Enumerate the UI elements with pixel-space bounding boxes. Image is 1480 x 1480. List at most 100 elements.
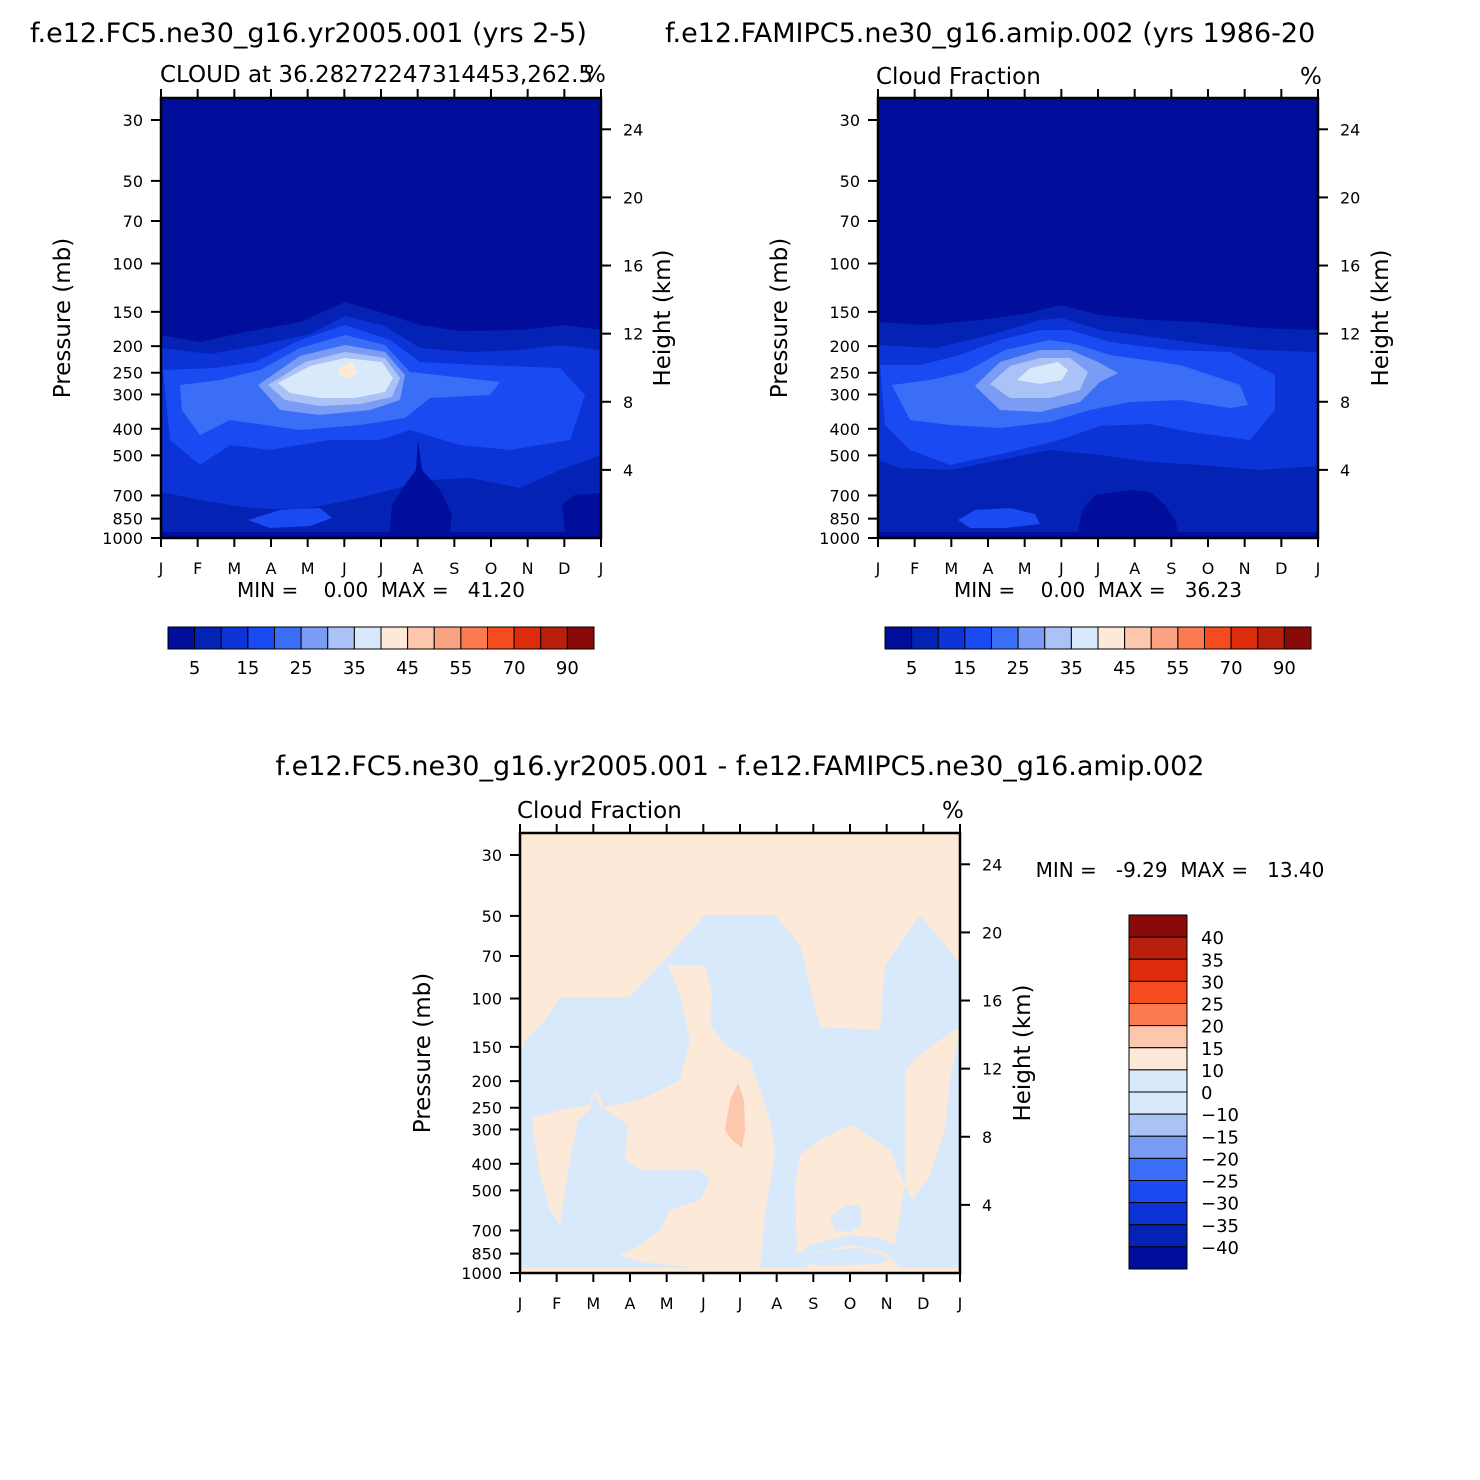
x-tick-label: M xyxy=(227,559,241,578)
y-tick-label: 100 xyxy=(112,255,143,274)
x-tick-label: A xyxy=(1129,559,1140,578)
x-tick-label: J xyxy=(1315,559,1321,578)
panel-1-ylabel: Pressure (mb) xyxy=(50,238,76,398)
x-tick-label: F xyxy=(193,559,202,578)
colorbar-swatch xyxy=(1177,626,1205,650)
colorbar-label: 20 xyxy=(1201,1017,1224,1038)
x-tick-label: A xyxy=(625,1294,636,1313)
contour-band xyxy=(1078,490,1178,532)
panel-2-left-label: Cloud Fraction xyxy=(876,64,1041,90)
colorbar-label: 90 xyxy=(1273,658,1296,679)
x-tick-label: M xyxy=(301,559,315,578)
x-tick-label: O xyxy=(844,1294,857,1313)
colorbar-label: 45 xyxy=(1113,658,1136,679)
colorbar-swatch xyxy=(1128,958,1188,982)
y-tick-label: 700 xyxy=(112,486,143,505)
colorbar-label: 25 xyxy=(1007,658,1030,679)
colorbar-swatch xyxy=(167,626,196,650)
colorbar-swatch xyxy=(1128,1047,1188,1071)
panel-1-title: f.e12.FC5.ne30_g16.yr2005.001 (yrs 2-5) xyxy=(30,18,587,49)
colorbar-label: 25 xyxy=(1201,995,1224,1016)
colorbar-label: 70 xyxy=(503,658,526,679)
panel-1: f.e12.FC5.ne30_g16.yr2005.001 (yrs 2-5) … xyxy=(30,18,676,679)
panel-3-contours xyxy=(520,915,960,1273)
y-tick-label: 500 xyxy=(112,446,143,465)
y2-tick-label: 8 xyxy=(982,1128,992,1147)
colorbar-swatch xyxy=(1128,936,1188,960)
x-tick-label: S xyxy=(808,1294,818,1313)
colorbar-swatch xyxy=(1257,626,1285,650)
colorbar-label: 5 xyxy=(189,658,200,679)
colorbar-swatch xyxy=(1283,626,1312,650)
colorbar-label: −10 xyxy=(1201,1105,1239,1126)
y-tick-label: 100 xyxy=(829,255,860,274)
contour-band xyxy=(1017,362,1068,384)
colorbar-swatch xyxy=(1150,626,1179,650)
colorbar-label: −15 xyxy=(1201,1127,1239,1148)
y2-tick-label: 24 xyxy=(982,855,1002,874)
panel-2-minmax: MIN = 0.00 MAX = 36.23 xyxy=(954,578,1242,602)
colorbar-swatch xyxy=(1128,1069,1188,1093)
colorbar-swatch xyxy=(353,626,382,650)
colorbar-swatch xyxy=(460,626,488,650)
x-tick-label: D xyxy=(1275,559,1287,578)
x-tick-label: N xyxy=(522,559,534,578)
panel-2: f.e12.FAMIPC5.ne30_g16.amip.002 (yrs 198… xyxy=(665,18,1394,679)
x-tick-label: J xyxy=(1095,559,1101,578)
y-tick-label: 200 xyxy=(829,337,860,356)
colorbar-swatch xyxy=(220,626,249,650)
colorbar-swatch xyxy=(380,626,409,650)
x-tick-label: J xyxy=(378,559,384,578)
colorbar-swatch xyxy=(1204,626,1232,650)
colorbar-label: 25 xyxy=(290,658,313,679)
panel-1-units: % xyxy=(584,62,606,88)
contour-band xyxy=(161,532,601,538)
colorbar-swatch xyxy=(566,626,595,650)
colorbar-swatch xyxy=(911,626,939,650)
x-tick-label: O xyxy=(485,559,498,578)
colorbar-label: 5 xyxy=(906,658,917,679)
y-tick-label: 30 xyxy=(123,111,143,130)
colorbar-swatch xyxy=(1128,980,1188,1004)
y2-tick-label: 8 xyxy=(1340,393,1350,412)
y-tick-label: 500 xyxy=(829,446,860,465)
x-tick-label: S xyxy=(1166,559,1176,578)
contour-band xyxy=(830,1205,862,1232)
colorbar-swatch xyxy=(1128,1157,1188,1181)
contour-band xyxy=(278,358,393,398)
y-tick-label: 50 xyxy=(482,907,502,926)
colorbar-label: −30 xyxy=(1201,1194,1239,1215)
colorbar-label: −40 xyxy=(1201,1238,1239,1259)
x-tick-label: J xyxy=(737,1294,743,1313)
contour-band xyxy=(390,440,452,532)
y-tick-label: 400 xyxy=(471,1155,502,1174)
colorbar-label: 40 xyxy=(1201,928,1224,949)
y2-tick-label: 4 xyxy=(982,1196,992,1215)
panel-1-y2-axis: 24 20 16 12 8 4 xyxy=(601,120,643,480)
colorbar-label: 10 xyxy=(1201,1061,1224,1082)
colorbar-swatch xyxy=(247,626,275,650)
x-tick-label: M xyxy=(660,1294,674,1313)
panel-3-title: f.e12.FC5.ne30_g16.yr2005.001 - f.e12.FA… xyxy=(276,751,1205,782)
contour-band xyxy=(725,1083,745,1148)
y2-tick-label: 20 xyxy=(982,923,1002,942)
x-tick-label: J xyxy=(517,1294,523,1313)
y-tick-label: 1000 xyxy=(819,529,860,548)
colorbar-swatch xyxy=(274,626,302,650)
x-tick-label: O xyxy=(1202,559,1215,578)
y-tick-label: 850 xyxy=(112,510,143,529)
colorbar-swatch xyxy=(540,626,568,650)
y-tick-label: 400 xyxy=(829,420,860,439)
colorbar-label: −25 xyxy=(1201,1172,1239,1193)
y-tick-label: 70 xyxy=(840,212,860,231)
y2-tick-label: 20 xyxy=(623,188,643,207)
contour-band xyxy=(795,1125,905,1255)
panel-2-units: % xyxy=(1300,64,1322,90)
x-tick-label: M xyxy=(944,559,958,578)
panel-2-colorbar: 5 15 25 35 45 55 70 90 xyxy=(884,626,1312,679)
y-tick-label: 30 xyxy=(840,111,860,130)
colorbar-swatch xyxy=(1128,1091,1188,1115)
x-tick-label: N xyxy=(1239,559,1251,578)
